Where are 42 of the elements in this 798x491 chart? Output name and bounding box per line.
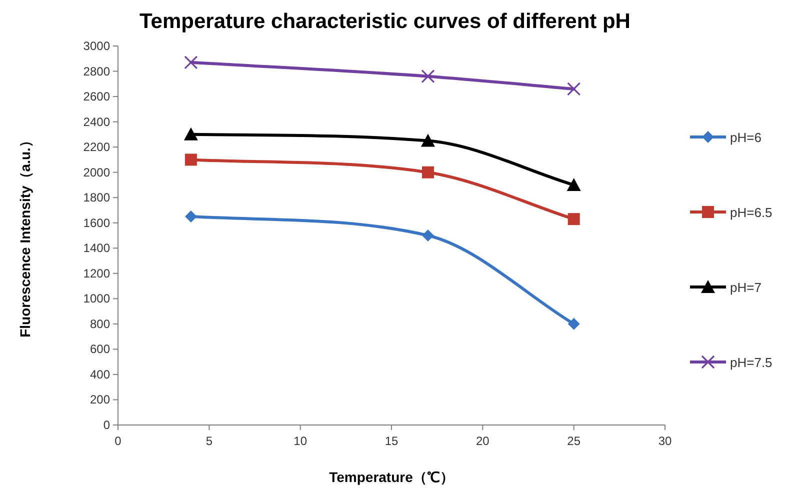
legend-label: pH=7.5 — [730, 355, 772, 370]
y-axis-title: Fluorescence Intensity（a.u.） — [17, 134, 33, 338]
point — [421, 70, 435, 84]
point — [184, 210, 197, 223]
y-tick-label: 1800 — [83, 190, 110, 205]
point — [422, 166, 434, 178]
y-tick-label: 2400 — [83, 114, 110, 129]
x-tick-label: 30 — [658, 434, 672, 448]
x-tick-label: 5 — [206, 434, 213, 448]
x-tick-label: 0 — [114, 434, 122, 448]
x-axis-title: Temperature（℃） — [329, 469, 454, 485]
y-tick-label: 2600 — [83, 90, 110, 104]
chart-title: Temperature characteristic curves of different pH — [140, 10, 630, 33]
y-tick-label: 0 — [103, 418, 110, 432]
y-tick-label: 2800 — [83, 64, 110, 78]
y-tick-label: 200 — [90, 392, 110, 407]
x-tick-label: 25 — [567, 434, 581, 448]
point — [568, 213, 580, 226]
legend-label: pH=6 — [730, 130, 762, 145]
y-tick-label: 1600 — [83, 216, 110, 230]
x-tick-label: 20 — [476, 434, 490, 448]
y-tick-label: 3000 — [83, 39, 110, 53]
legend-label: pH=7 — [730, 280, 762, 295]
point — [184, 56, 198, 70]
point — [422, 230, 434, 242]
y-tick-label: 800 — [90, 316, 110, 331]
y-tick-label: 400 — [90, 367, 110, 382]
x-tick-label: 15 — [384, 434, 398, 448]
y-tick-label: 2000 — [83, 165, 110, 180]
y-tick-label: 1200 — [83, 266, 110, 280]
point — [568, 318, 580, 330]
point — [566, 178, 581, 191]
legend-label: pH=6.5 — [730, 205, 772, 220]
y-tick-label: 1000 — [83, 292, 110, 306]
x-tick-label: 10 — [294, 434, 308, 448]
point — [420, 134, 435, 147]
point — [567, 82, 581, 96]
y-tick-label: 600 — [90, 342, 110, 356]
y-tick-label: 2200 — [83, 140, 110, 154]
point — [184, 154, 197, 166]
y-tick-label: 1400 — [83, 241, 110, 256]
point — [184, 127, 198, 140]
